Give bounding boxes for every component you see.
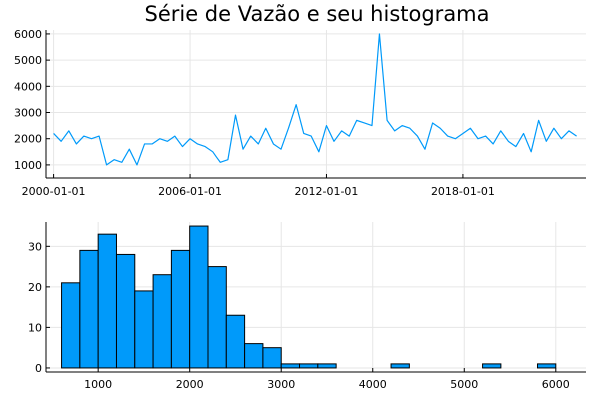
x-tick-label: 2006-01-01	[158, 185, 222, 198]
x-tick-label: 2012-01-01	[294, 185, 358, 198]
y-tick-label: 1000	[14, 159, 42, 172]
line-plot-panel: 2000-01-01 2006-01-01 2012-01-01 2018-01-01…	[14, 28, 586, 198]
y-tick-label: 10	[28, 321, 42, 334]
series-line	[53, 33, 577, 166]
histogram-bar	[225, 314, 246, 369]
histogram-bar	[189, 225, 209, 369]
y-tick-label: 3000	[14, 107, 42, 120]
x-tick-label: 2000	[176, 378, 204, 391]
y-tick-label: 30	[28, 240, 42, 253]
x-tick-label: 1000	[84, 378, 112, 391]
histogram-bar	[299, 363, 319, 369]
histogram-bar	[170, 249, 191, 369]
histogram-bar	[317, 363, 337, 369]
y-tick-label: 4000	[14, 80, 42, 93]
x-tick-label: 2000-01-01	[22, 185, 86, 198]
histogram-bar	[262, 347, 282, 369]
x-tick-label: 4000	[359, 378, 387, 391]
histogram-bar	[244, 343, 264, 369]
y-tick-label: 6000	[14, 28, 42, 41]
histogram-bar	[152, 274, 172, 369]
histogram-bar	[280, 363, 301, 369]
histogram-panel: 1000 2000 3000 4000 5000 6000 0 10 20 30	[28, 222, 586, 391]
histogram-bar	[79, 249, 99, 369]
x-tick-label: 5000	[450, 378, 478, 391]
y-tick-label: 0	[35, 362, 42, 375]
histogram-bar	[207, 266, 227, 369]
y-tick-label: 2000	[14, 133, 42, 146]
histogram-bar	[482, 363, 502, 369]
histogram-bar	[97, 233, 117, 369]
histogram-bar	[390, 363, 410, 369]
histogram-bar	[61, 282, 81, 369]
histogram-bar	[115, 253, 136, 369]
x-tick-label: 6000	[542, 378, 570, 391]
y-tick-label: 5000	[14, 54, 42, 67]
histogram-bar	[536, 363, 557, 369]
y-tick-label: 20	[28, 281, 42, 294]
chart-title: Série de Vazão e seu histograma	[144, 2, 489, 26]
histogram-bar	[134, 290, 154, 369]
x-tick-label: 3000	[267, 378, 295, 391]
x-tick-label: 2018-01-01	[431, 185, 495, 198]
